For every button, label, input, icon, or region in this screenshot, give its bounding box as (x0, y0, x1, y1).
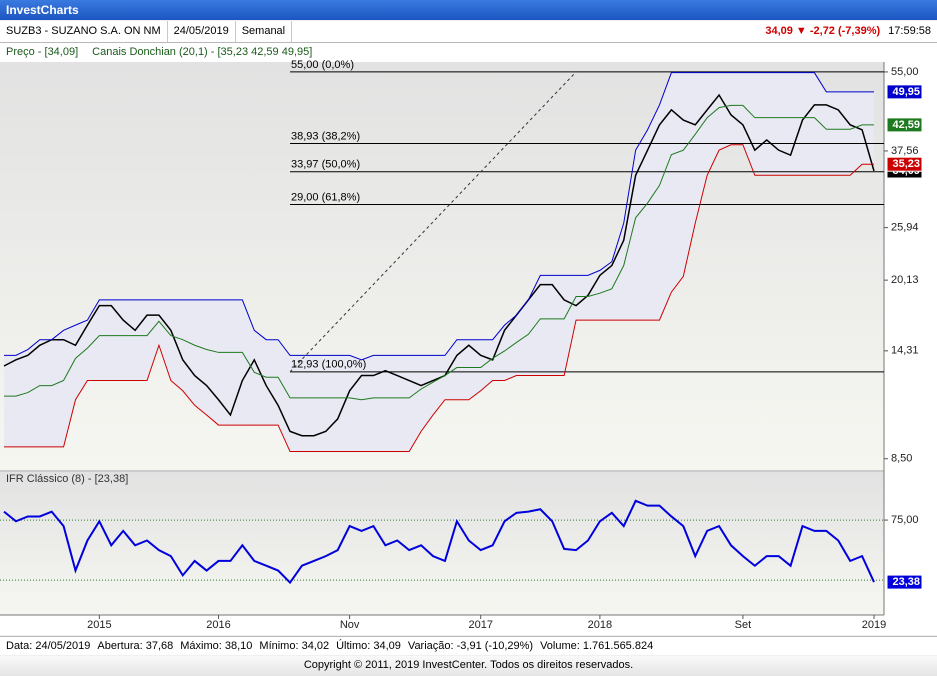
value-tag-label: 49,95 (892, 86, 920, 98)
chart: Preço - [34,09] Canais Donchian (20,1) - … (0, 43, 937, 635)
date[interactable]: 24/05/2019 (168, 21, 236, 42)
footer: Copyright © 2011, 2019 InvestCenter. Tod… (0, 656, 937, 676)
fib-label: 33,97 (50,0%) (291, 159, 360, 171)
fib-label: 55,00 (0,0%) (291, 59, 354, 71)
x-tick-label: 2017 (468, 619, 492, 631)
x-tick-label: 2018 (588, 619, 612, 631)
series-line (4, 144, 874, 453)
info-bar: SUZB3 - SUZANO S.A. ON NM 24/05/2019 Sem… (0, 21, 937, 43)
status-item: Data: 24/05/2019 (6, 640, 91, 652)
legend-entry: Canais Donchian (20,1) - [35,23 42,59 49… (92, 46, 312, 58)
symbol[interactable]: SUZB3 - SUZANO S.A. ON NM (0, 21, 168, 42)
x-tick-label: 2015 (87, 619, 111, 631)
status-item: Mínimo: 34,02 (259, 640, 330, 652)
fib-label: 12,93 (100,0%) (291, 359, 366, 371)
status-item: Variação: -3,91 (-10,29%) (407, 640, 534, 652)
x-tick-label: 2019 (862, 619, 886, 631)
x-tick-label: 2016 (206, 619, 230, 631)
x-tick-label: Nov (340, 619, 360, 631)
y-tick-label: 37,56 (891, 145, 919, 157)
series-line (3, 93, 875, 437)
channel-fill (4, 72, 874, 452)
series-line (3, 499, 875, 585)
time: 17:59:58 (888, 25, 931, 37)
value-tag (886, 574, 923, 590)
y-tick-label: 14,31 (891, 345, 919, 357)
period[interactable]: Semanal (236, 21, 293, 42)
value-tag-label: 23,38 (892, 576, 920, 588)
status-item: Abertura: 37,68 (97, 640, 174, 652)
fib-label: 29,00 (61,8%) (291, 191, 360, 203)
value-tag (886, 117, 923, 133)
legend-entry: IFR Clássico (8) - [23,38] (6, 473, 128, 485)
y-tick-label: 25,94 (891, 222, 919, 234)
value-tag-label: 42,59 (892, 119, 920, 131)
value-tag (886, 156, 923, 172)
value-tag-label: 35,23 (892, 158, 920, 170)
series-line (4, 104, 874, 401)
value-tag (886, 84, 923, 100)
legend-entry: Preço - [34,09] (6, 46, 78, 58)
y-tick-label: 75,00 (891, 514, 919, 526)
quote: 34,09 ▼ -2,72 (-7,39%) (765, 25, 881, 37)
status-bar: Data: 24/05/2019 Abertura: 37,68 Máximo: 3… (0, 636, 937, 655)
x-tick-label: Set (735, 619, 752, 631)
fib-label: 38,93 (38,2%) (291, 130, 360, 142)
status-item: Máximo: 38,10 (180, 640, 253, 652)
y-tick-label: 55,00 (891, 66, 919, 78)
status-item: Volume: 1.761.565.824 (540, 640, 654, 652)
rsi-panel (0, 472, 884, 615)
status-item: Último: 34,09 (336, 640, 401, 652)
series-line (4, 72, 874, 361)
y-tick-label: 20,13 (891, 274, 919, 286)
title-bar: InvestCharts (0, 0, 937, 20)
quote-box: 34,09 ▼ -2,72 (-7,39%) 17:59:58 (765, 21, 937, 42)
y-tick-label: 8,50 (891, 453, 912, 465)
